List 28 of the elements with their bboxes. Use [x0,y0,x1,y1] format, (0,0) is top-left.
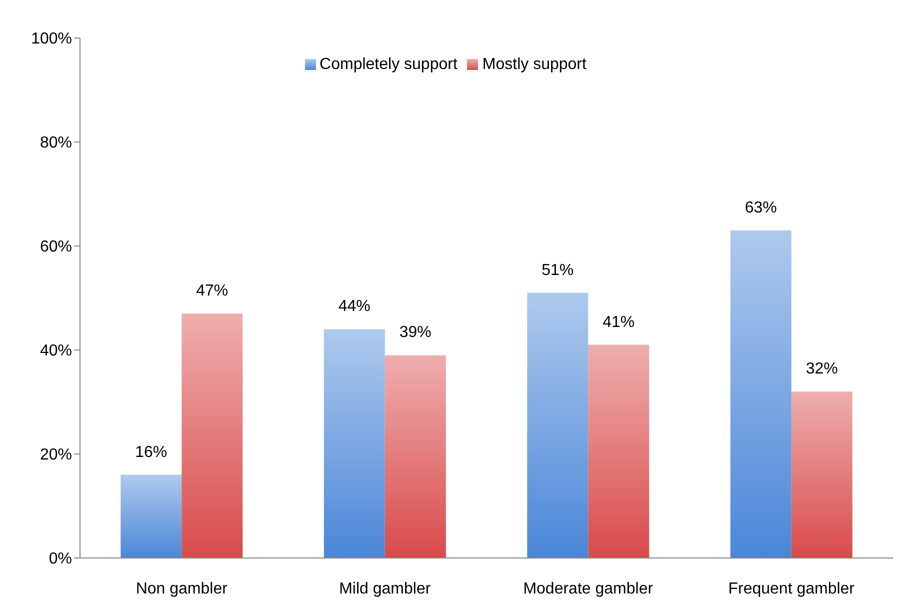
legend-label: Completely support [320,56,458,73]
bar [120,474,182,558]
bar [588,344,650,558]
bar [324,329,385,558]
text: 51% [542,262,574,279]
bar [527,292,588,558]
legend-label: Mostly support [482,56,586,73]
x-tick-label: Mild gambler [339,580,432,598]
bar [182,314,243,558]
text: 41% [602,314,635,331]
y-tick-label: 60% [40,238,72,256]
y-tick-label: 80% [40,134,72,152]
x-tick-label: Frequent gambler [728,580,856,598]
text: 39% [399,324,432,342]
y-tick-label: 20% [40,446,72,464]
y-tick-label: 40% [40,342,72,360]
x-tick-label: Moderate gambler [523,580,654,598]
text: 32% [806,360,838,378]
y-tick-label: 0% [48,550,72,568]
x-tick-label: Non gambler [136,580,228,598]
bar [730,230,792,558]
y-tick-label: 100% [31,30,72,48]
text: 44% [338,298,370,316]
text: 47% [196,282,228,300]
text: 63% [744,199,777,216]
bar [384,355,446,558]
text: 16% [135,444,168,461]
bar [791,392,852,558]
